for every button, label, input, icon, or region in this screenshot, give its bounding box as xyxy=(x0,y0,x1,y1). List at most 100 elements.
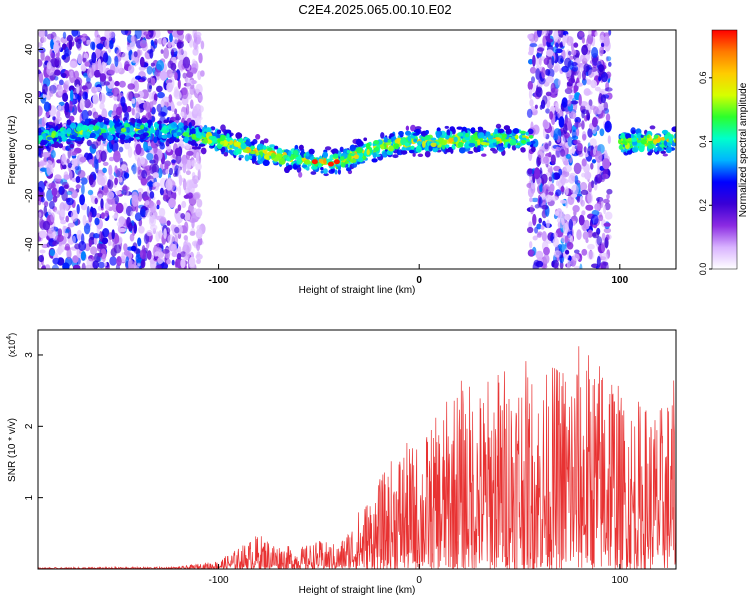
noise-blob xyxy=(602,158,611,170)
noise-blob xyxy=(109,175,114,180)
ridge-blob xyxy=(383,136,388,140)
ridge-blob xyxy=(166,138,172,143)
ridge-blob xyxy=(51,132,56,139)
ridge-blob xyxy=(202,132,207,138)
noise-blob xyxy=(186,242,192,253)
noise-blob xyxy=(64,243,70,251)
noise-blob xyxy=(104,210,109,217)
ridge-blob xyxy=(216,129,222,135)
noise-blob xyxy=(566,242,574,250)
noise-blob xyxy=(133,80,140,93)
noise-blob xyxy=(577,142,583,152)
noise-blob xyxy=(92,260,99,269)
noise-blob xyxy=(537,149,545,159)
ridge-blob xyxy=(317,162,322,168)
ridge-blob xyxy=(424,135,431,141)
noise-blob xyxy=(76,204,80,215)
ridge-blob xyxy=(631,146,639,153)
noise-blob xyxy=(177,247,182,254)
noise-blob xyxy=(75,184,82,189)
noise-blob xyxy=(182,178,187,191)
noise-blob xyxy=(133,223,137,234)
noise-blob xyxy=(54,209,61,214)
ridge-blob xyxy=(124,138,129,144)
noise-blob xyxy=(532,213,537,226)
noise-blob xyxy=(111,229,115,240)
noise-blob xyxy=(147,181,155,188)
noise-blob xyxy=(64,183,70,190)
ridge-blob xyxy=(188,140,192,144)
noise-blob xyxy=(180,258,186,269)
noise-blob xyxy=(557,30,562,35)
noise-blob xyxy=(49,249,55,257)
noise-blob xyxy=(562,34,566,47)
noise-blob xyxy=(574,116,581,124)
ridge-blob xyxy=(498,146,505,151)
noise-blob xyxy=(553,30,559,42)
ridge-blob xyxy=(332,153,339,159)
noise-blob xyxy=(46,33,54,40)
noise-blob xyxy=(546,49,554,57)
noise-blob xyxy=(554,63,561,72)
noise-blob xyxy=(540,173,548,184)
ridge-blob xyxy=(249,150,256,155)
noise-blob xyxy=(606,56,612,62)
ridge-blob xyxy=(255,134,261,140)
noise-blob xyxy=(57,84,63,97)
noise-blob xyxy=(186,79,191,90)
ridge-blob xyxy=(383,139,389,143)
noise-blob xyxy=(580,101,588,107)
noise-blob xyxy=(175,153,182,165)
noise-blob xyxy=(87,189,94,196)
noise-blob xyxy=(543,254,550,264)
noise-blob xyxy=(103,81,111,86)
chart-title: C2E4.2025.065.00.10.E02 xyxy=(298,2,452,17)
noise-blob xyxy=(185,33,192,42)
noise-blob xyxy=(113,95,118,101)
noise-blob xyxy=(578,31,585,37)
noise-blob xyxy=(527,226,534,234)
noise-blob xyxy=(596,236,603,246)
noise-blob xyxy=(557,79,562,86)
noise-blob xyxy=(146,152,154,161)
noise-blob xyxy=(579,263,583,269)
ridge-blob xyxy=(389,133,395,137)
noise-blob xyxy=(532,262,539,269)
ridge-blob xyxy=(161,134,168,139)
noise-blob xyxy=(555,189,562,197)
ridge-blob xyxy=(515,145,520,148)
noise-blob xyxy=(74,243,81,250)
noise-blob xyxy=(83,72,88,78)
noise-blob xyxy=(71,30,78,37)
noise-blob xyxy=(128,260,135,269)
noise-blob xyxy=(177,79,181,90)
ridge-blob xyxy=(103,118,110,125)
ridge-blob xyxy=(48,142,52,147)
ridge-blob xyxy=(470,127,476,134)
ridge-blob xyxy=(240,142,247,150)
ridge-blob xyxy=(400,150,408,155)
noise-blob xyxy=(50,212,55,223)
noise-blob xyxy=(131,194,139,207)
noise-blob xyxy=(64,101,70,113)
noise-blob xyxy=(575,127,580,137)
ridge-blob xyxy=(257,143,265,150)
noise-blob xyxy=(132,163,137,175)
noise-blob xyxy=(527,80,533,91)
noise-blob xyxy=(97,252,103,257)
ridge-blob xyxy=(39,144,45,151)
ridge-blob xyxy=(109,121,113,129)
ridge-blob xyxy=(430,142,437,148)
noise-blob xyxy=(147,250,152,260)
ridge-blob xyxy=(521,139,526,144)
noise-blob xyxy=(141,169,148,179)
noise-blob xyxy=(196,116,203,121)
noise-blob xyxy=(535,86,543,98)
noise-blob xyxy=(579,54,586,62)
spectrogram-x-axis-label: Height of straight line (km) xyxy=(299,285,416,296)
noise-blob xyxy=(47,228,56,239)
ridge-blob xyxy=(322,151,329,159)
noise-blob xyxy=(127,146,133,159)
ridge-blob xyxy=(519,130,526,134)
noise-blob xyxy=(51,264,59,269)
